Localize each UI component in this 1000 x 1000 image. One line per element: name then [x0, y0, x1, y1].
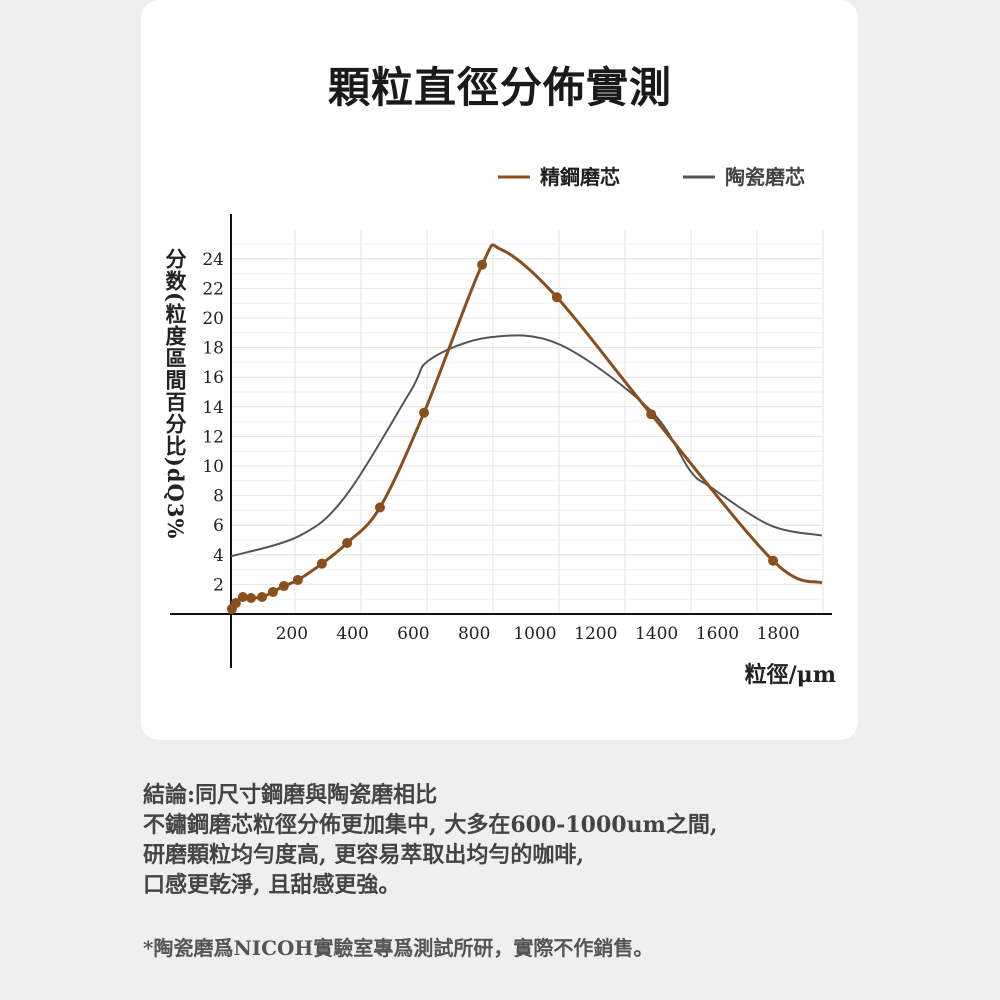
data-point — [257, 591, 268, 602]
x-axis-label: 粒徑/μm — [745, 662, 836, 688]
data-point — [374, 502, 385, 513]
x-tick-label: 200 — [276, 624, 308, 644]
x-tick-label: 600 — [397, 624, 429, 644]
data-point — [230, 598, 241, 609]
y-tick-label: 20 — [202, 309, 224, 329]
x-tick-label: 1200 — [574, 624, 617, 644]
chart-title: 顆粒直徑分佈實測 — [327, 63, 672, 112]
y-tick-label: 18 — [202, 339, 224, 359]
data-point — [246, 593, 257, 604]
x-tick-label: 400 — [336, 624, 368, 644]
data-point — [237, 591, 248, 602]
y-tick-label: 4 — [213, 546, 224, 566]
data-point — [342, 537, 353, 548]
footnote: *陶瓷磨爲NICOH實驗室專爲測試所研，實際不作銷售。 — [143, 936, 654, 960]
y-tick-label: 8 — [213, 487, 224, 507]
data-point — [267, 586, 278, 597]
note-line: 口感更乾淨, 且甜感更強。 — [143, 872, 401, 898]
y-tick-label: 16 — [202, 368, 224, 388]
x-tick-label: 1800 — [757, 624, 800, 644]
note-line: 不鏽鋼磨芯粒徑分佈更加集中, 大多在600-1000um之間, — [143, 812, 718, 838]
y-axis-label: 分数(粒度區間百分比)dQ3% — [163, 248, 188, 540]
y-tick-label: 12 — [202, 427, 224, 447]
data-point — [768, 555, 779, 566]
legend-label: 精鋼磨芯 — [540, 165, 620, 189]
x-tick-label: 800 — [458, 624, 490, 644]
data-point — [477, 259, 488, 270]
chart-card — [141, 0, 858, 740]
legend-label: 陶瓷磨芯 — [725, 165, 805, 189]
series-line-1 — [230, 334, 823, 558]
data-point — [278, 581, 289, 592]
x-tick-label: 1400 — [635, 624, 678, 644]
data-point — [292, 574, 303, 585]
data-point — [419, 407, 430, 418]
y-tick-label: 6 — [213, 516, 224, 536]
data-point — [316, 558, 327, 569]
y-tick-label: 10 — [202, 457, 224, 477]
y-tick-label: 2 — [213, 575, 224, 595]
data-point — [551, 292, 562, 303]
conclusion-text: 結論:同尺寸鋼磨與陶瓷磨相比 不鏽鋼磨芯粒徑分佈更加集中, 大多在600-100… — [143, 780, 718, 900]
y-tick-label: 22 — [202, 279, 224, 299]
x-tick-label: 1600 — [696, 624, 739, 644]
y-tick-label: 24 — [202, 250, 224, 270]
y-tick-label: 14 — [202, 398, 224, 418]
note-line: 結論:同尺寸鋼磨與陶瓷磨相比 — [143, 782, 438, 808]
note-line: 研磨顆粒均勻度高, 更容易萃取出均勻的咖啡, — [143, 842, 584, 868]
x-tick-label: 1000 — [513, 624, 556, 644]
data-point — [646, 409, 657, 420]
